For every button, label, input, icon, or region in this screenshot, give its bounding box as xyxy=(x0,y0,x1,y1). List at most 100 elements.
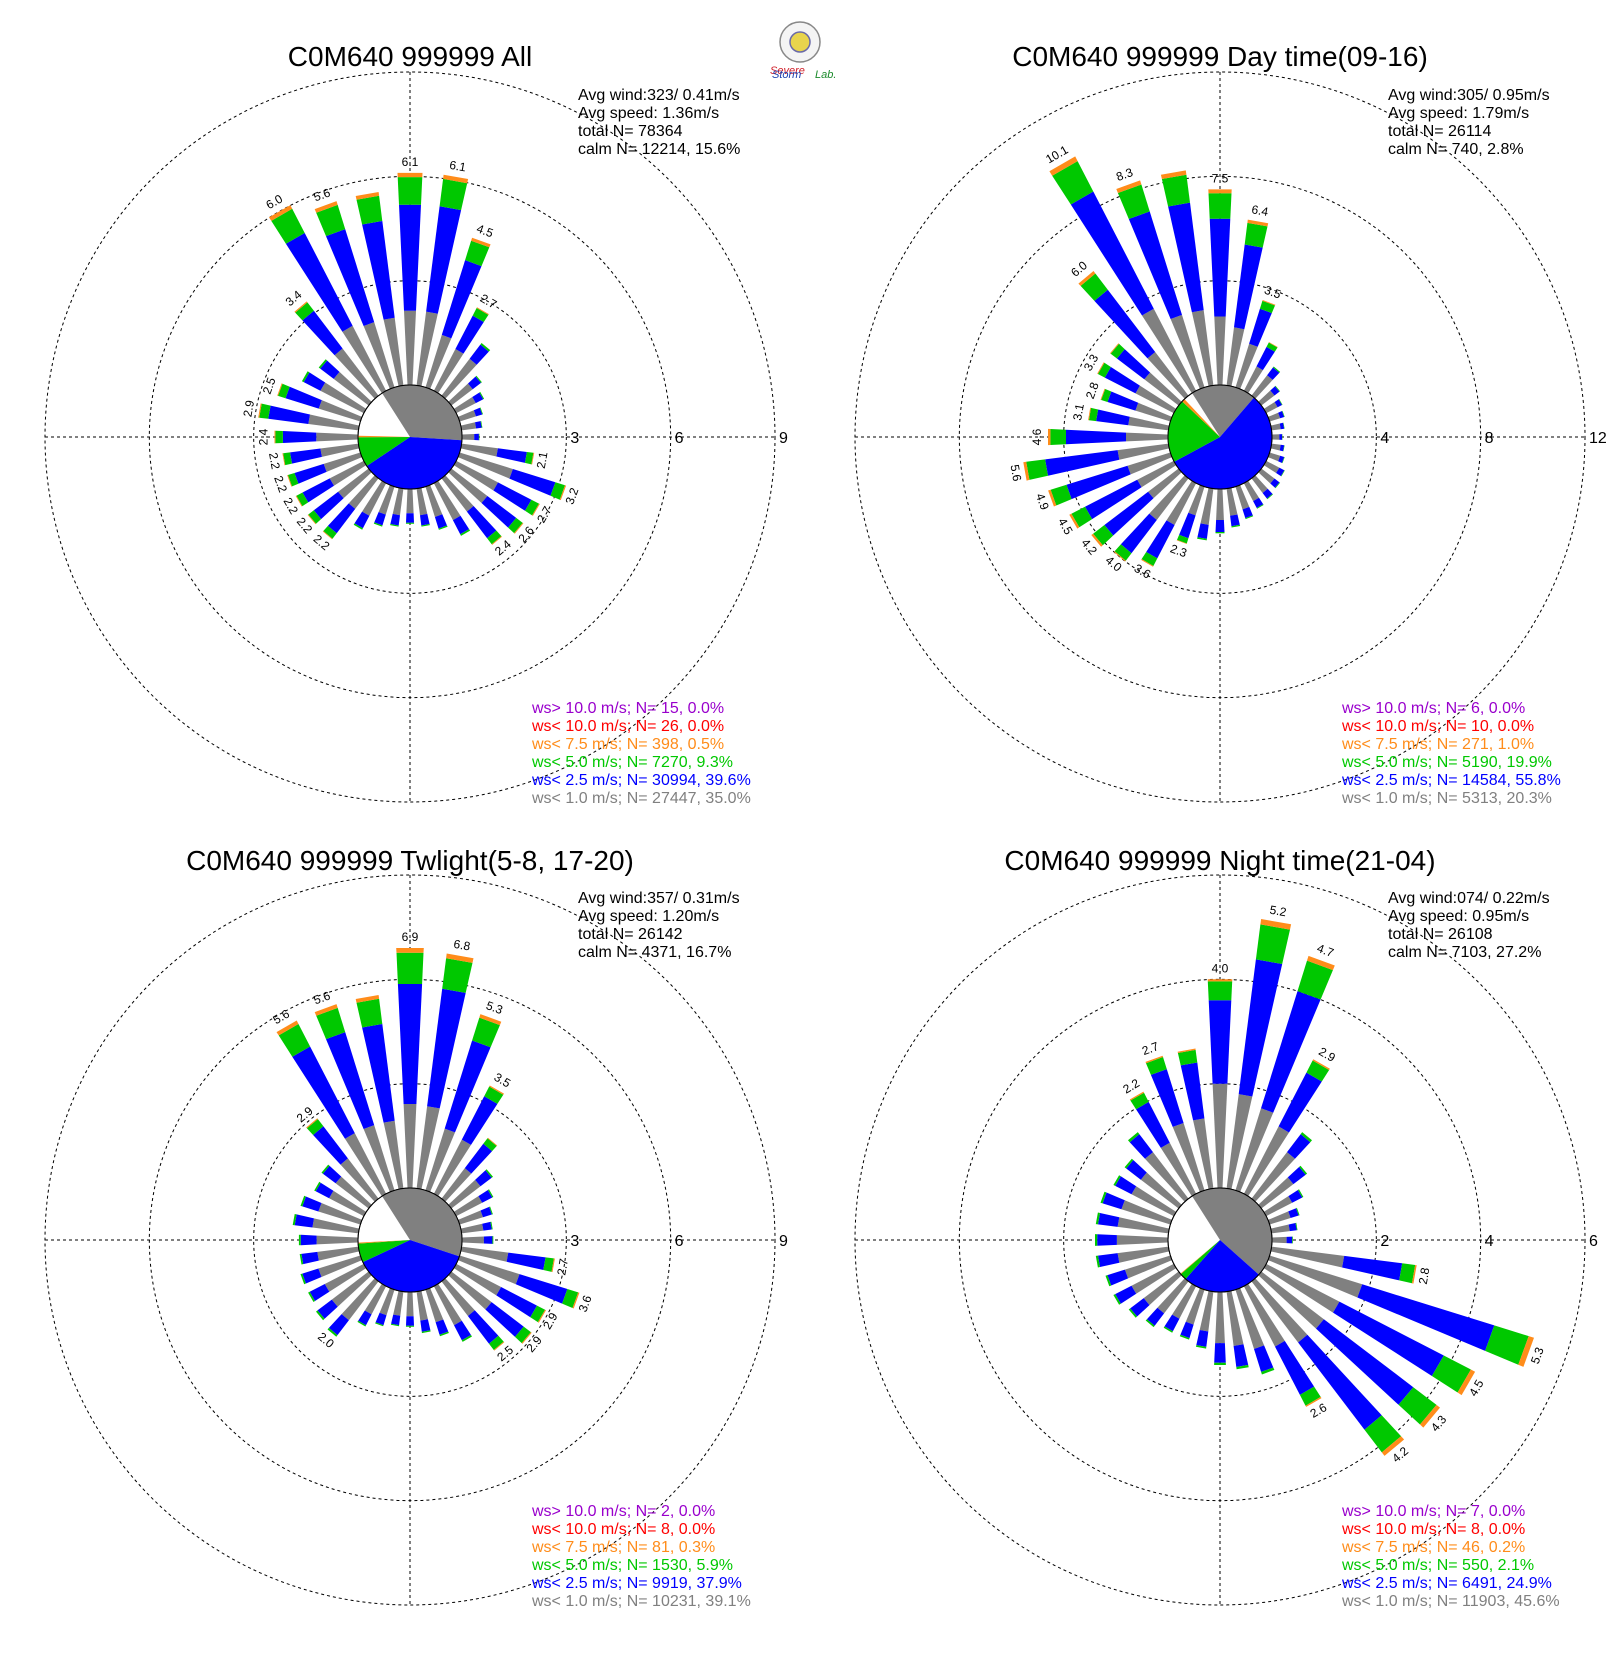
bar-segment xyxy=(283,452,292,466)
bar-segment xyxy=(433,480,461,521)
bar-segment xyxy=(1300,1132,1312,1143)
legend-entry: ws< 1.0 m/s; N= 10231, 39.1% xyxy=(531,1593,751,1610)
calm-slice-green xyxy=(1168,401,1220,462)
bar-segment xyxy=(1197,537,1207,541)
legend-entry: ws< 2.5 m/s; N= 14584, 55.8% xyxy=(1341,772,1561,789)
bar-segment xyxy=(1268,452,1281,462)
calm-pie xyxy=(1167,1187,1273,1293)
bar-segment xyxy=(1357,1284,1495,1351)
bar-segment xyxy=(448,1271,492,1310)
dir-bar-40 xyxy=(441,1137,498,1202)
bar-total-label: 2.7 xyxy=(554,1257,571,1276)
bar-segment xyxy=(509,469,556,496)
dir-bar-160 xyxy=(425,1288,449,1337)
bar-segment xyxy=(485,1169,493,1178)
bar-segment xyxy=(375,1312,387,1326)
bar-segment xyxy=(313,1126,348,1165)
bar-segment xyxy=(1286,1236,1293,1244)
bar-total-label: 2.8 xyxy=(1416,1266,1433,1285)
bar-total-label: 2.9 xyxy=(1316,1044,1338,1065)
bar-total-label: 4.0 xyxy=(1212,961,1229,975)
bar-segment xyxy=(475,1170,492,1187)
bar-segment xyxy=(356,195,383,225)
bar-total-label: 2.4 xyxy=(257,428,271,445)
dir-bar-210: 3.6 xyxy=(1132,480,1197,582)
bar-segment xyxy=(474,433,479,441)
dir-bar-290: 2.8 xyxy=(1083,380,1172,422)
dir-bar-200: 2.3 xyxy=(1168,485,1205,560)
dir-bar-50 xyxy=(1258,385,1281,406)
dir-bar-60 xyxy=(1263,1189,1304,1217)
bar-segment xyxy=(426,206,462,314)
dir-bar-210 xyxy=(1163,1283,1197,1333)
dir-bar-20: 3.5 xyxy=(1235,283,1283,389)
bar-segment xyxy=(405,522,415,524)
bar-segment xyxy=(514,522,524,534)
bar-segment xyxy=(306,1119,324,1135)
bar-segment xyxy=(448,468,488,503)
bar-segment xyxy=(375,1322,384,1327)
dir-bar-70 xyxy=(1268,1207,1300,1225)
bar-segment xyxy=(1096,409,1130,426)
bar-segment xyxy=(1116,349,1151,380)
bar-segment xyxy=(1146,520,1175,559)
dir-bar-100 xyxy=(1270,443,1285,452)
bar-segment xyxy=(1263,402,1278,414)
bar-segment xyxy=(1104,491,1154,536)
bar-segment xyxy=(420,513,430,526)
dir-bar-300: 3.3 xyxy=(1081,352,1177,414)
bar-segment xyxy=(1234,244,1263,330)
bar-segment xyxy=(1176,539,1187,544)
bar-segment xyxy=(493,1341,505,1351)
dir-bar-10: 5.2 xyxy=(1226,903,1292,1190)
stat-line: Avg wind:323/ 0.41m/s xyxy=(578,87,740,104)
stat-line: Avg wind:074/ 0.22m/s xyxy=(1388,890,1550,907)
bar-segment xyxy=(448,383,473,406)
bar-segment xyxy=(1207,979,1233,982)
bar-segment xyxy=(1185,1288,1205,1325)
bar-segment xyxy=(1168,202,1204,313)
bar-segment xyxy=(1381,1436,1405,1456)
bar-segment xyxy=(290,448,322,464)
bar-segment xyxy=(425,1288,444,1323)
bar-segment xyxy=(1136,1101,1170,1148)
dir-bar-350 xyxy=(355,192,404,387)
bar-segment xyxy=(1127,452,1172,475)
dir-bar-50 xyxy=(448,1169,493,1209)
dir-bar-90 xyxy=(462,1236,494,1244)
legend-entry: ws< 7.5 m/s; N= 398, 0.5% xyxy=(531,736,724,753)
bar-segment xyxy=(1262,300,1276,306)
bar-segment xyxy=(1278,1072,1322,1133)
bar-segment xyxy=(453,1263,502,1296)
bar-segment xyxy=(460,1223,484,1234)
bar-segment xyxy=(287,475,292,487)
bar-segment xyxy=(1207,981,1233,1001)
bar-segment xyxy=(1273,366,1281,373)
bar-segment xyxy=(1160,1142,1197,1197)
bar-segment xyxy=(345,1133,387,1197)
bar-segment xyxy=(300,1195,306,1207)
bar-total-label: 2.9 xyxy=(294,1104,316,1126)
bar-segment xyxy=(355,995,380,1003)
bar-segment xyxy=(1150,1069,1184,1127)
bar-segment xyxy=(378,485,395,515)
bar-segment xyxy=(1120,513,1157,554)
bar-segment xyxy=(364,1283,387,1315)
bar-total-label: 6.1 xyxy=(402,155,419,169)
dir-bar-150 xyxy=(433,1283,472,1342)
bar-segment xyxy=(483,1138,497,1152)
bar-segment xyxy=(1091,533,1103,547)
dir-bar-280: 3.1 xyxy=(1070,402,1170,431)
bar-segment xyxy=(309,1284,330,1301)
bar-segment xyxy=(1297,960,1333,1000)
bar-segment xyxy=(1412,1265,1417,1284)
bar-segment xyxy=(1050,429,1066,445)
bar-segment xyxy=(1145,1152,1189,1202)
bar-segment xyxy=(1399,1263,1416,1284)
bar-segment xyxy=(433,349,464,394)
dir-bar-30 xyxy=(1243,342,1278,394)
bar-segment xyxy=(496,1287,537,1318)
bar-segment xyxy=(287,473,299,487)
bar-total-label: 6.0 xyxy=(264,191,286,212)
calm-pie xyxy=(357,1187,463,1293)
